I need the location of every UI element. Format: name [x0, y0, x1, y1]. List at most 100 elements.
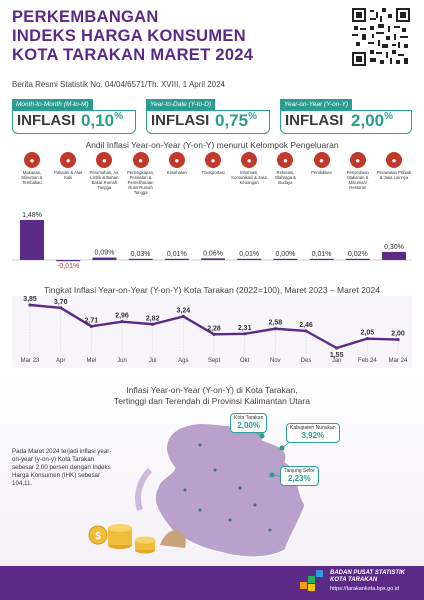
bar-label-3: 0,03%: [131, 251, 151, 258]
category-2: ● Perumahan, Air, Listrik & Bahan Bakar R…: [86, 152, 122, 190]
category-9: ● Penyediaan Makanan & Minuman/ Restoran: [340, 152, 376, 190]
bar-label-0: 1,48%: [22, 212, 42, 219]
map-label-nunukan: Kabupaten Nunukan 3,92%: [286, 423, 340, 443]
line-xlabel-1: Apr: [56, 358, 65, 364]
bar-10: [382, 251, 406, 260]
ytd-value: 0,75: [215, 111, 249, 130]
line-point-0: [28, 303, 32, 307]
line-value-10: 1,55: [330, 352, 344, 359]
category-name: Perumahan, Air, Listrik & Bahan Bakar Ru…: [89, 170, 120, 190]
line-xlabel-9: Des: [301, 358, 312, 364]
ytd-inflation-card: Year-to-Date (Y-to-D) INFLASI 0,75%: [146, 99, 270, 137]
ytd-label: Year-to-Date (Y-to-D): [146, 99, 216, 110]
category-5: ● Transportasi: [195, 152, 231, 175]
line-value-9: 2,46: [299, 322, 313, 329]
map-label-tanjung-selor-value: 2,23%: [287, 474, 311, 483]
category-name: Rekreasi, Olahraga & Budaya: [274, 170, 296, 185]
svg-text:$: $: [95, 531, 101, 542]
line-point-10: [335, 346, 339, 350]
category-name: Pendidikan: [311, 170, 332, 175]
map-label-tanjung-selor: Tanjung Selor 2,23%: [280, 466, 319, 486]
mtm-label: Month-to-Month (M-to-M): [12, 99, 93, 110]
bar-9: [345, 258, 370, 260]
bar-label-8: 0,01%: [312, 251, 332, 258]
category-8: ● Pendidikan: [304, 152, 340, 175]
line-xlabel-12: Mar 24: [389, 358, 408, 364]
map-label-tarakan-name: Kota Tarakan: [234, 415, 264, 421]
category-icon: ●: [60, 152, 77, 168]
bar-1: [56, 260, 81, 262]
category-name: Informasi, Komunikasi & Jasa Keuangan: [231, 170, 267, 185]
category-name: Pakaian & Alas Kaki: [54, 170, 83, 180]
bar-0: [20, 220, 44, 260]
line-value-1: 3,70: [54, 299, 68, 306]
org-name-line-1: BADAN PUSAT STATISTIK: [330, 570, 405, 576]
org-name: BADAN PUSAT STATISTIK KOTA TARAKAN: [330, 570, 405, 584]
category-1: ● Pakaian & Alas Kaki: [50, 152, 86, 180]
line-value-11: 2,05: [361, 330, 375, 337]
line-point-7: [243, 332, 247, 336]
map-label-tarakan: Kota Tarakan 2,00%: [230, 413, 268, 433]
category-icon: ●: [132, 152, 149, 168]
category-name: Perlengkapan, Peralatan & Pemeliharaan R…: [127, 170, 155, 195]
bar-label-1: -0,01%: [57, 263, 79, 270]
line-xlabel-8: Nov: [270, 358, 281, 364]
line-xlabel-0: Mar 23: [21, 358, 40, 364]
bar-3: [128, 258, 153, 260]
bar-6: [237, 258, 262, 260]
category-6: ● Informasi, Komunikasi & Jasa Keuangan: [231, 152, 267, 185]
line-value-0: 3,85: [23, 296, 37, 303]
bar-7: [273, 258, 298, 260]
line-value-7: 2,31: [238, 325, 252, 332]
category-3: ● Perlengkapan, Peralatan & Pemeliharaan …: [123, 152, 159, 195]
line-xlabel-6: Sept: [208, 358, 221, 364]
category-icon: ●: [349, 152, 366, 168]
category-icon: ●: [168, 152, 185, 168]
bar-label-10: 0,30%: [384, 244, 404, 251]
map-label-nunukan-name: Kabupaten Nunukan: [290, 425, 336, 431]
bar-2: [92, 257, 117, 260]
title-line-3: KOTA TARAKAN MARET 2024: [12, 46, 254, 64]
bar-label-5: 0,06%: [203, 250, 223, 257]
line-xlabel-7: Okt: [240, 358, 250, 364]
qr-code-icon[interactable]: [352, 8, 410, 66]
line-xlabel-2: Mei: [86, 358, 96, 364]
mtm-keyword: INFLASI: [17, 112, 76, 129]
line-value-3: 2,96: [115, 313, 129, 320]
yoy-keyword: INFLASI: [285, 112, 344, 129]
map-heading-1: Inflasi Year-on-Year (Y-on-Y) di Kota Ta…: [126, 385, 298, 395]
line-value-5: 3,24: [177, 307, 191, 314]
line-point-8: [273, 327, 277, 331]
mtm-value: 0,10: [81, 111, 115, 130]
mtm-inflation-card: Month-to-Month (M-to-M) INFLASI 0,10%: [12, 99, 136, 137]
bar-label-4: 0,01%: [167, 251, 187, 258]
yoy-unit: %: [384, 111, 393, 122]
bar-label-7: 0,00%: [275, 251, 295, 258]
line-xlabel-3: Jun: [117, 358, 127, 364]
yoy-label: Year-on-Year (Y-on-Y): [280, 99, 353, 110]
map-heading-2: Tertinggi dan Terendah di Provinsi Kalim…: [114, 396, 310, 406]
bar-label-6: 0,01%: [239, 251, 259, 258]
line-point-2: [89, 324, 93, 328]
category-name: Makanan, Minuman & Tembakau: [21, 170, 43, 185]
line-xlabel-11: Feb 24: [358, 358, 377, 364]
bar-8: [309, 258, 334, 260]
org-url[interactable]: https://tarakankota.bps.go.id: [330, 586, 400, 592]
category-icon: ●: [96, 152, 113, 168]
category-icon: ●: [277, 152, 294, 168]
title-line-2: INDEKS HARGA KONSUMEN: [12, 27, 246, 45]
line-point-9: [304, 329, 308, 333]
bar-label-2: 0,09%: [94, 250, 114, 257]
release-number: Berita Resmi Statistik No. 04/04/6571/Th…: [12, 80, 225, 89]
line-value-2: 2,71: [85, 317, 99, 324]
org-name-line-2: KOTA TARAKAN: [330, 577, 378, 583]
mtm-unit: %: [114, 111, 123, 122]
bar-label-9: 0,02%: [348, 251, 368, 258]
line-point-1: [59, 306, 63, 310]
page-title: PERKEMBANGAN INDEKS HARGA KONSUMEN KOTA …: [12, 8, 332, 65]
category-name: Penyediaan Makanan & Minuman/ Restoran: [346, 170, 369, 190]
line-point-3: [120, 320, 124, 324]
